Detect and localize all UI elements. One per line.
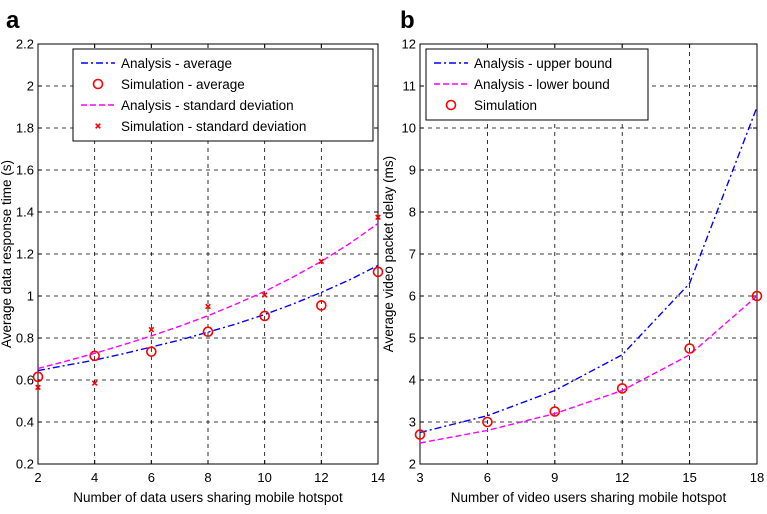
series-b-2-point-4: [684, 343, 695, 354]
legend-marker-a-3-stroke-2: [95, 123, 101, 129]
legend-marker-b-2: [445, 99, 457, 111]
y-tick-label-b-0: 2: [409, 457, 416, 472]
series-a-3-point-4-stroke-2: [261, 292, 268, 298]
y-tick-label-b-1: 3: [409, 415, 416, 430]
x-tick-label-a-0: 2: [34, 470, 41, 485]
panel-label-a: a: [6, 7, 20, 34]
series-a-1-point-3: [202, 326, 214, 338]
y-tick-label-b-5: 7: [409, 247, 416, 262]
legend-box-a: [72, 48, 374, 142]
y-tick-label-b-7: 9: [409, 163, 416, 178]
legend-marker-a-1: [92, 78, 104, 90]
y-tick-label-b-9: 11: [403, 79, 417, 94]
y-tick-label-b-10: 12: [402, 37, 416, 52]
y-tick-label-a-6: 1.4: [16, 205, 34, 220]
series-line-a-2: [37, 222, 379, 370]
y-tick-label-b-2: 4: [409, 373, 416, 388]
legend-label-a-0: Analysis - average: [121, 56, 232, 71]
x-tick-label-a-4: 10: [257, 470, 271, 485]
series-line-b-1: [419, 295, 758, 444]
legend-label-b-1: Analysis - lower bound: [474, 77, 610, 92]
x-tick-label-a-1: 4: [91, 470, 98, 485]
series-a-1-point-0: [32, 371, 44, 383]
x-tick-label-b-4: 15: [682, 470, 696, 485]
y-tick-label-a-7: 1.6: [16, 163, 34, 178]
series-line-b-0: [419, 106, 758, 434]
series-b-2-point-2: [549, 406, 561, 417]
series-a-1-point-2: [146, 346, 157, 357]
series-a-3-point-0-stroke-2: [35, 384, 41, 391]
legend-label-a-2: Analysis - standard deviation: [121, 98, 294, 113]
y-tick-label-b-4: 6: [409, 289, 416, 304]
series-a-3-point-1-stroke-2: [91, 380, 98, 387]
series-a-3-point-3-stroke-2: [205, 303, 211, 310]
y-tick-label-a-4: 1: [27, 289, 34, 304]
x-tick-label-b-0: 3: [416, 470, 423, 485]
x-tick-label-a-2: 6: [148, 470, 155, 485]
y-tick-label-b-8: 10: [402, 121, 416, 136]
series-a-3-point-5-stroke-2: [318, 258, 325, 265]
legend-marker-a-3: [95, 123, 101, 129]
y-tick-label-a-9: 2: [27, 79, 34, 94]
series-a-1-point-6: [372, 266, 384, 278]
series-b-2-point-1: [482, 416, 493, 428]
y-tick-label-b-3: 5: [409, 331, 416, 346]
x-tick-label-a-6: 14: [371, 470, 385, 485]
y-tick-label-a-10: 2.2: [16, 37, 34, 52]
series-b-2-point-3: [616, 383, 628, 394]
y-tick-label-a-5: 1.2: [16, 247, 34, 262]
x-axis-label-a: Number of data users sharing mobile hots…: [73, 490, 343, 505]
y-axis-label-b: Average video packet delay (ms): [381, 156, 396, 352]
legend-label-b-2: Simulation: [474, 98, 537, 113]
series-a-1-point-4: [259, 310, 270, 322]
x-tick-label-a-5: 12: [314, 470, 328, 485]
series-a-3-point-6-stroke-2: [375, 214, 381, 221]
x-tick-label-b-3: 12: [615, 470, 629, 485]
series-a-3-point-1: [91, 380, 98, 387]
series-a-1-point-5: [316, 300, 327, 311]
y-axis-label-a: Average data response time (s): [0, 160, 14, 348]
y-tick-label-a-3: 0.8: [16, 331, 34, 346]
x-tick-label-b-2: 9: [551, 470, 558, 485]
legend-label-a-3: Simulation - standard deviation: [121, 119, 306, 134]
y-tick-label-a-2: 0.6: [16, 373, 34, 388]
y-tick-label-a-8: 1.8: [16, 121, 34, 136]
y-tick-label-b-6: 8: [409, 205, 416, 220]
series-a-3-point-6: [375, 214, 381, 221]
x-tick-label-b-1: 6: [484, 470, 491, 485]
series-a-3-point-4: [261, 292, 268, 298]
series-a-3-point-0: [35, 384, 41, 391]
series-a-3-point-3: [205, 303, 211, 310]
legend-label-a-1: Simulation - average: [121, 77, 245, 92]
x-tick-label-a-3: 8: [204, 470, 211, 485]
y-tick-label-a-1: 0.4: [16, 415, 34, 430]
y-tick-label-a-0: 0.2: [16, 457, 34, 472]
chart-panel-a: a 2 4 6 8 10 12 14 0.2 0.4 0.6 0.8 1 1.2 1.4 1.6 1.8 2 2.2…: [0, 7, 385, 505]
series-b-2-point-0: [414, 429, 426, 440]
series-a-3-point-2-stroke-2: [148, 326, 155, 333]
x-axis-label-b: Number of video users sharing mobile hot…: [451, 490, 727, 505]
legend-label-b-0: Analysis - upper bound: [474, 56, 612, 71]
series-b-2-point-5: [751, 290, 763, 302]
series-a-3-point-5: [318, 258, 325, 265]
series-a-1-point-1: [89, 350, 100, 362]
x-tick-label-b-5: 18: [750, 470, 764, 485]
series-a-3-point-2: [148, 326, 155, 333]
panel-label-b: b: [400, 7, 415, 34]
